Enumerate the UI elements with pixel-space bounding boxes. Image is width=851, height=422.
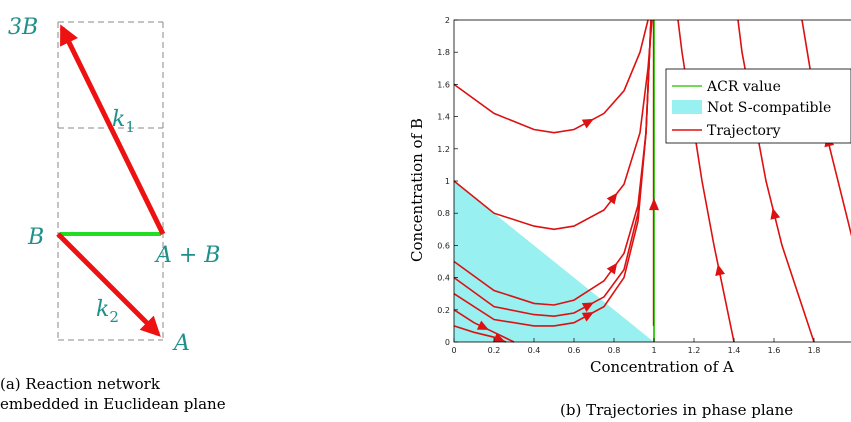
rate-k1-symbol: k [112, 107, 125, 132]
legend-region-label: Not S-compatible [707, 100, 831, 116]
trajectory-2 [453, 19, 653, 231]
reaction-arrow-k1 [59, 24, 166, 236]
x-tick-label: 0.6 [568, 346, 581, 355]
y-tick-label: 0 [445, 338, 450, 347]
x-tick-label: 1.2 [688, 346, 701, 355]
x-tick-label: 0 [451, 346, 456, 355]
caption-a: (a) Reaction network embedded in Euclide… [0, 375, 226, 413]
y-axis-ticks: 0 0.2 0.4 0.6 0.8 1 1.2 1.4 1.6 1.8 2 [437, 16, 458, 347]
x-tick-label: 1.8 [808, 346, 821, 355]
network-panel: 3B B A + B A k1 k2 [8, 15, 220, 356]
trajectory-1 [453, 19, 649, 134]
trajectory-2-arrowhead [606, 192, 618, 205]
x-axis-ticks: 0 0.2 0.4 0.6 0.8 1 1.2 1.4 1.6 1.8 [451, 338, 820, 355]
trajectory-9-arrowhead [770, 207, 781, 220]
phase-plane-plot: 0 0.2 0.4 0.6 0.8 1 1.2 1.4 1.6 1.8 0 0.2 0.4 0.6 0.8… [408, 16, 851, 376]
x-tick-label: 1 [651, 346, 656, 355]
node-a: A [172, 331, 190, 356]
node-b: B [27, 225, 44, 250]
node-a-plus-b: A + B [154, 243, 220, 268]
trajectory-6-arrowhead [476, 320, 489, 330]
trajectory-1-arrowhead [581, 118, 594, 129]
y-tick-label: 0.8 [437, 209, 450, 218]
not-compatible-region [454, 181, 654, 342]
trajectory-4-arrowhead [581, 302, 594, 312]
trajectory-7-arrowhead [493, 332, 506, 343]
legend: ACR value Not S-compatible Trajectory [665, 68, 851, 144]
trajectory-8 [677, 19, 735, 343]
node-3b: 3B [8, 15, 38, 40]
rate-k2: k2 [96, 297, 119, 326]
reaction-arrow-k2 [56, 232, 161, 337]
acr-line-group [649, 20, 659, 342]
legend-region-swatch [672, 100, 702, 114]
x-tick-label: 0.2 [488, 346, 501, 355]
y-tick-label: 1.2 [437, 145, 450, 154]
y-tick-label: 2 [445, 16, 450, 25]
trajectory-5-arrowhead [581, 312, 594, 322]
y-tick-label: 1.4 [437, 113, 450, 122]
caption-b: (b) Trajectories in phase plane [560, 401, 794, 419]
trajectory-8-arrowhead [715, 264, 726, 276]
rate-k1-subscript: 1 [125, 118, 135, 136]
x-tick-label: 1.4 [728, 346, 741, 355]
trajectory-9 [737, 19, 815, 343]
y-tick-label: 0.4 [437, 274, 450, 283]
y-tick-label: 0.2 [437, 306, 450, 315]
rate-k2-subscript: 2 [109, 308, 119, 326]
x-axis-label: Concentration of A [590, 358, 734, 376]
y-tick-label: 1.8 [437, 48, 450, 57]
lattice-grid [57, 21, 164, 341]
trajectories [453, 19, 851, 343]
legend-acr-label: ACR value [706, 79, 781, 95]
x-tick-label: 1.6 [768, 346, 781, 355]
rate-k2-symbol: k [96, 297, 109, 322]
y-tick-label: 1 [445, 177, 450, 186]
y-tick-label: 0.6 [437, 241, 450, 250]
rate-k1: k1 [112, 107, 135, 136]
y-axis-label: Concentration of B [408, 118, 426, 262]
x-tick-label: 0.4 [528, 346, 541, 355]
x-tick-label: 0.8 [608, 346, 621, 355]
trajectory-3-arrowhead [606, 262, 618, 275]
y-tick-label: 1.6 [437, 80, 450, 89]
plot-region [454, 181, 654, 342]
acr-trajectory-arrowhead [649, 198, 659, 211]
legend-trajectory-label: Trajectory [707, 123, 781, 139]
